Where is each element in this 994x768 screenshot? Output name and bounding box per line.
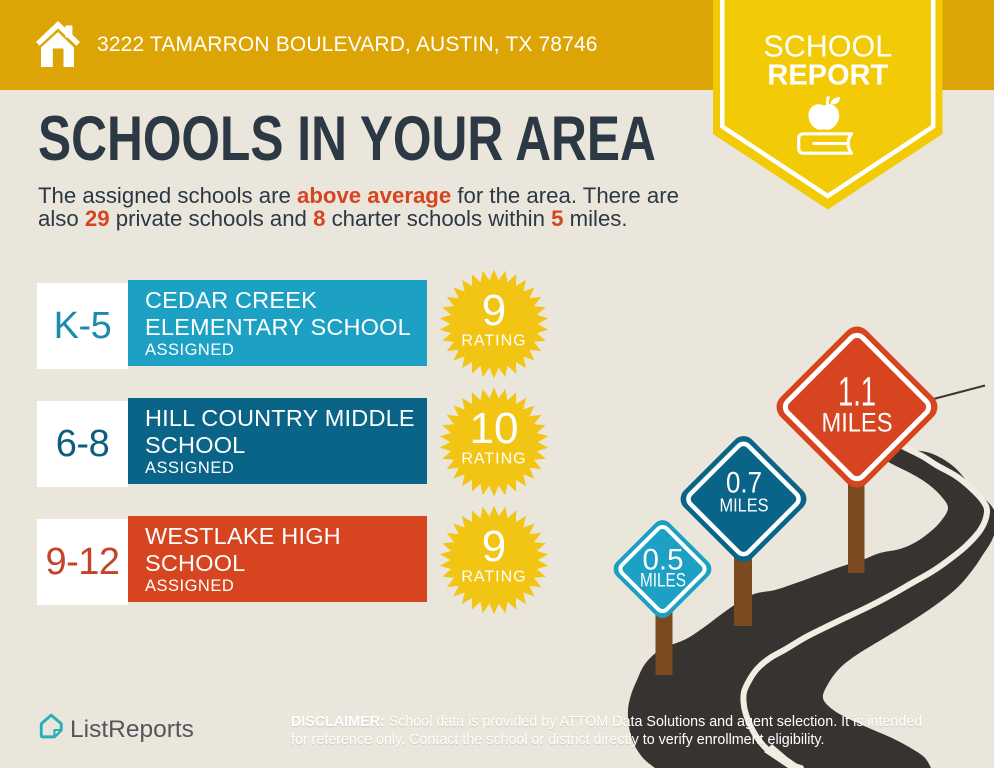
svg-text:1.1: 1.1 [838, 369, 876, 415]
svg-text:MILES: MILES [640, 571, 686, 592]
svg-text:MILES: MILES [822, 408, 893, 438]
svg-text:RATING: RATING [461, 333, 526, 350]
svg-text:10: 10 [469, 404, 518, 453]
svg-text:MILES: MILES [720, 495, 769, 516]
svg-text:0.7: 0.7 [726, 467, 762, 500]
svg-text:SCHOOL: SCHOOL [763, 30, 892, 64]
svg-text:REPORT: REPORT [767, 60, 888, 92]
svg-text:RATING: RATING [461, 569, 526, 586]
svg-text:0.5: 0.5 [643, 544, 684, 577]
svg-text:9: 9 [481, 286, 505, 335]
svg-text:9: 9 [481, 522, 505, 571]
svg-text:RATING: RATING [461, 451, 526, 468]
